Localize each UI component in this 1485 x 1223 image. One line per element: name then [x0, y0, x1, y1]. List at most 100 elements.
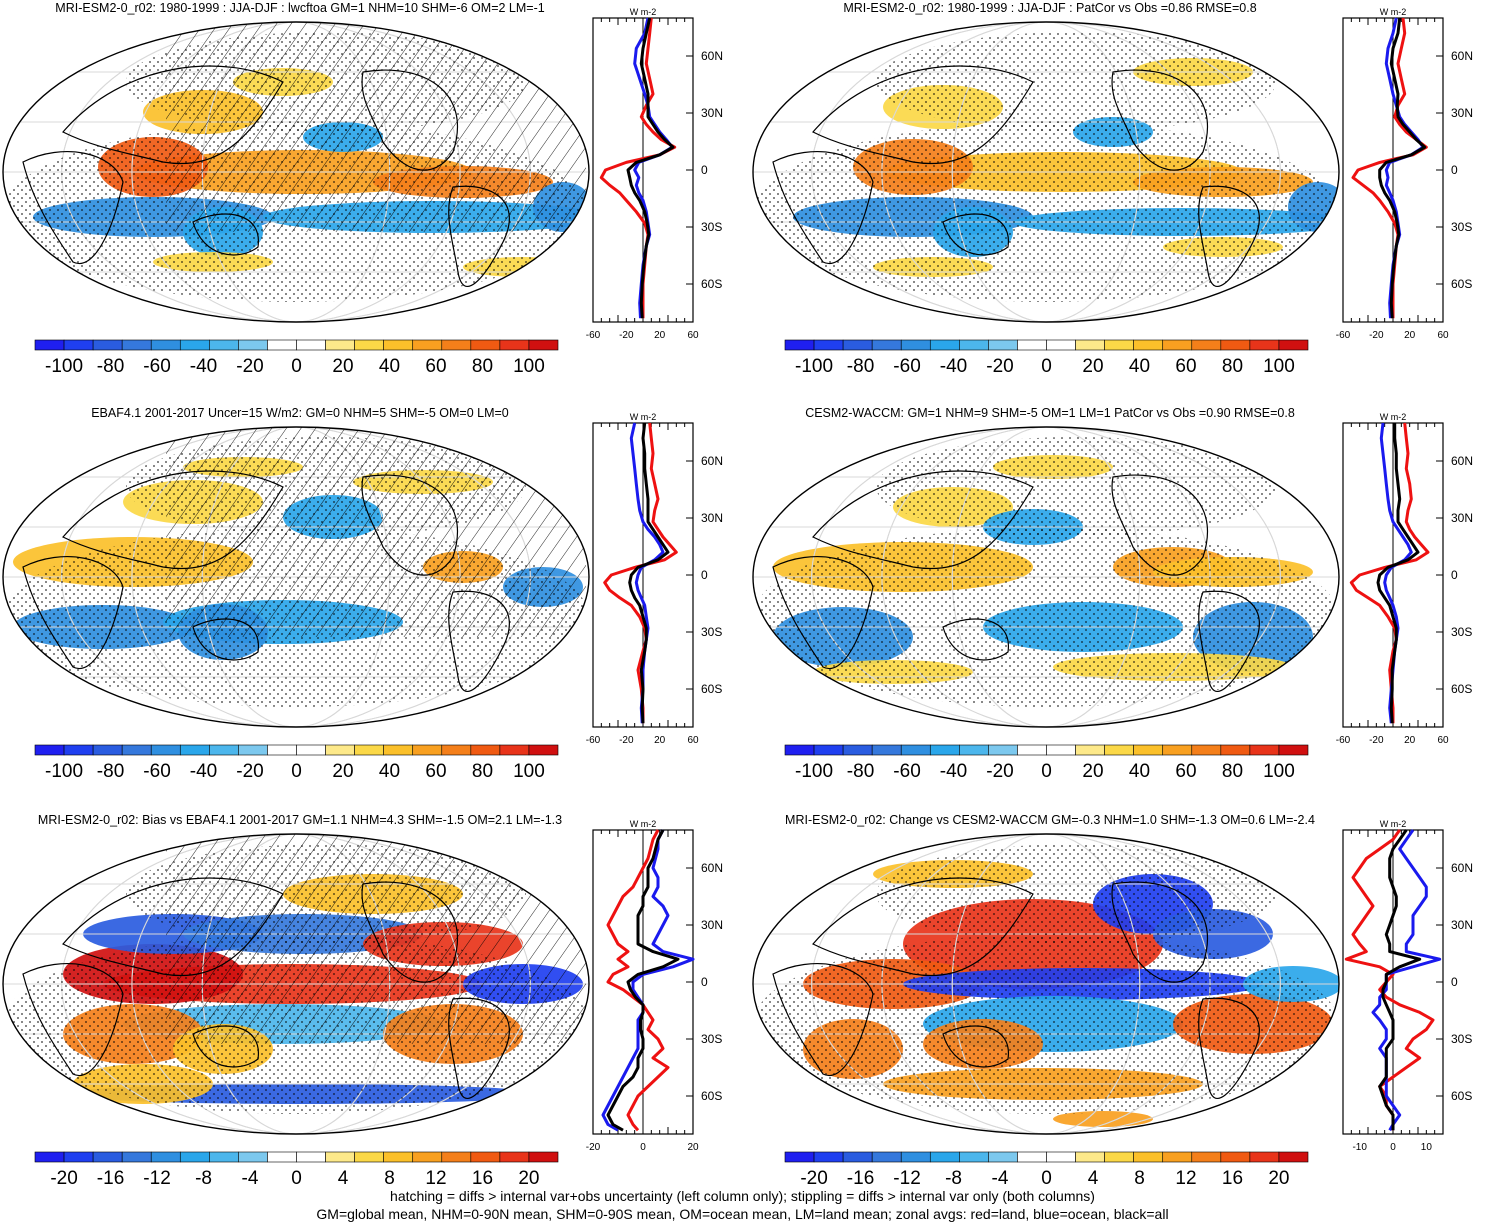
stippling — [753, 527, 1339, 707]
zonal-lat-tick-label: 30N — [1451, 106, 1473, 120]
colorbar-tick-label: 100 — [1263, 356, 1295, 377]
colorbar-swatch — [1017, 744, 1047, 756]
colorbar-tick-label: 20 — [1082, 356, 1103, 377]
map-border — [2, 833, 590, 1135]
stippling — [753, 934, 1339, 1114]
colorbar-swatch — [354, 744, 384, 756]
colorbar-swatch — [441, 1151, 472, 1163]
zonal-lat-tick-label: 30N — [1451, 918, 1473, 932]
continent-outline — [942, 1025, 1009, 1068]
colorbar-tick-label: 0 — [1041, 1168, 1052, 1189]
colorbar-swatch — [1249, 744, 1280, 756]
continent-outline — [772, 151, 874, 265]
zonal-mean-panel: W m-2 -10 0 10 60N 30N 0 30S 60S — [1342, 819, 1473, 1153]
colorbar-tick-label: -60 — [893, 356, 920, 377]
colorbar-swatch — [296, 1151, 326, 1163]
colorbar-tick-label: 12 — [425, 1168, 446, 1189]
colorbar-swatch — [1220, 339, 1251, 351]
colorbar-swatch — [1278, 1151, 1309, 1163]
colorbar-tick-label: -60 — [893, 761, 920, 782]
continent-outline — [942, 618, 1009, 661]
zonal-unit-label: W m-2 — [630, 819, 657, 829]
colorbar-tick-label: -40 — [190, 356, 217, 377]
map-border — [752, 833, 1340, 1135]
zonal-line-land — [599, 17, 677, 319]
colorbar-tick-label: 40 — [1129, 761, 1150, 782]
zonal-x-tick-label: 60 — [1437, 330, 1449, 341]
colorbar-swatch — [63, 339, 94, 351]
colorbar-swatch — [209, 339, 239, 351]
colorbar-swatch — [121, 744, 152, 756]
continent-outline — [812, 877, 1034, 976]
continent-outline — [1111, 69, 1209, 171]
zonal-lat-tick-label: 0 — [1451, 568, 1458, 582]
colorbar-swatch — [929, 744, 960, 756]
zonal-lat-tick-label: 0 — [701, 163, 708, 177]
stippling — [753, 122, 1339, 302]
colorbar-swatch — [1046, 339, 1076, 351]
colorbar-tick-label: 8 — [1134, 1168, 1145, 1189]
zonal-lat-tick-label: 60N — [701, 861, 723, 875]
colorbar-swatch — [784, 339, 815, 351]
zonal-line-land — [603, 422, 678, 724]
colorbar-tick-label: -20 — [986, 761, 1013, 782]
zonal-mean-panel: W m-2 -60 -20 20 60 60N 30N 0 30S 60S — [586, 412, 723, 746]
zonal-x-tick-label: -20 — [619, 330, 634, 341]
colorbar-swatch — [383, 744, 414, 756]
colorbar-tick-label: 60 — [425, 761, 446, 782]
zonal-lat-tick-label: 30S — [701, 220, 722, 234]
colorbar-tick-label: 4 — [1088, 1168, 1099, 1189]
colorbar-swatch — [871, 744, 902, 756]
colorbar-swatch — [1046, 744, 1076, 756]
colorbar-swatch — [441, 339, 472, 351]
zonal-lat-tick-label: 60N — [1451, 861, 1473, 875]
colorbar-swatch — [1104, 1151, 1134, 1163]
zonal-x-tick-label: 0 — [1390, 1142, 1396, 1153]
colorbar-tick-label: -100 — [45, 761, 83, 782]
colorbar-tick-label: -16 — [847, 1168, 874, 1189]
colorbar-swatch — [1220, 744, 1251, 756]
colorbar-tick-label: 100 — [513, 356, 545, 377]
zonal-x-tick-label: 20 — [1404, 330, 1416, 341]
colorbar-swatch — [412, 744, 443, 756]
zonal-x-tick-label: -20 — [586, 1142, 601, 1153]
zonal-x-tick-label: 20 — [654, 735, 666, 746]
colorbar-swatch — [63, 744, 94, 756]
continent-outline — [361, 69, 459, 171]
zonal-line-all — [1376, 423, 1420, 724]
colorbar-swatch — [121, 339, 152, 351]
map-border — [752, 426, 1340, 728]
colorbar-tick-label: 0 — [291, 356, 302, 377]
colorbar-swatch — [150, 744, 181, 756]
zonal-x-tick-label: -60 — [1336, 330, 1351, 341]
continent-outline — [772, 963, 874, 1077]
colorbar-tick-label: 80 — [1222, 356, 1243, 377]
zonal-x-tick-label: -20 — [619, 735, 634, 746]
colorbar-swatch — [813, 1151, 844, 1163]
colorbar-swatch — [121, 1151, 152, 1163]
colorbar-tick-label: 20 — [518, 1168, 539, 1189]
panel-title: MRI-ESM2-0_r02: 1980-1999 : JJA-DJF : Pa… — [843, 1, 1256, 15]
continent-outline — [192, 618, 259, 661]
zonal-unit-label: W m-2 — [630, 7, 657, 17]
footer-line-1: hatching = diffs > internal var+obs unce… — [390, 1188, 1095, 1204]
map — [3, 22, 589, 322]
colorbar-swatch — [1191, 339, 1222, 351]
continent-outline — [22, 963, 124, 1077]
panel-3: EBAF4.1 2001-2017 Uncer=15 W/m2: GM=0 NH… — [2, 406, 723, 782]
zonal-mean-panel: W m-2 -60 -20 20 60 60N 30N 0 30S 60S — [586, 7, 723, 341]
zonal-lat-tick-label: 60S — [701, 1089, 722, 1103]
zonal-x-tick-label: -60 — [586, 735, 601, 746]
colorbar-swatch — [1162, 744, 1193, 756]
colorbar-swatch — [1075, 744, 1105, 756]
map — [753, 834, 1339, 1134]
colorbar-swatch — [528, 744, 559, 756]
map-border — [2, 21, 590, 323]
colorbar-swatch — [988, 339, 1018, 351]
continent-outline — [448, 185, 510, 287]
colorbar-swatch — [354, 339, 384, 351]
continent-outline — [361, 881, 459, 983]
zonal-x-tick-label: 60 — [687, 735, 699, 746]
zonal-x-tick-label: -20 — [1369, 735, 1384, 746]
continent-outline — [448, 997, 510, 1099]
